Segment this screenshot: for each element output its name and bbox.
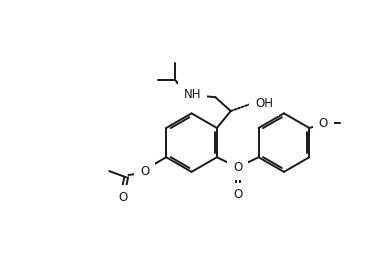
Text: NH: NH <box>184 88 201 101</box>
Text: O: O <box>119 191 128 204</box>
Text: O: O <box>233 189 243 201</box>
Text: OH: OH <box>255 97 273 110</box>
Text: O: O <box>140 165 149 178</box>
Text: O: O <box>233 161 243 174</box>
Text: O: O <box>318 117 328 130</box>
